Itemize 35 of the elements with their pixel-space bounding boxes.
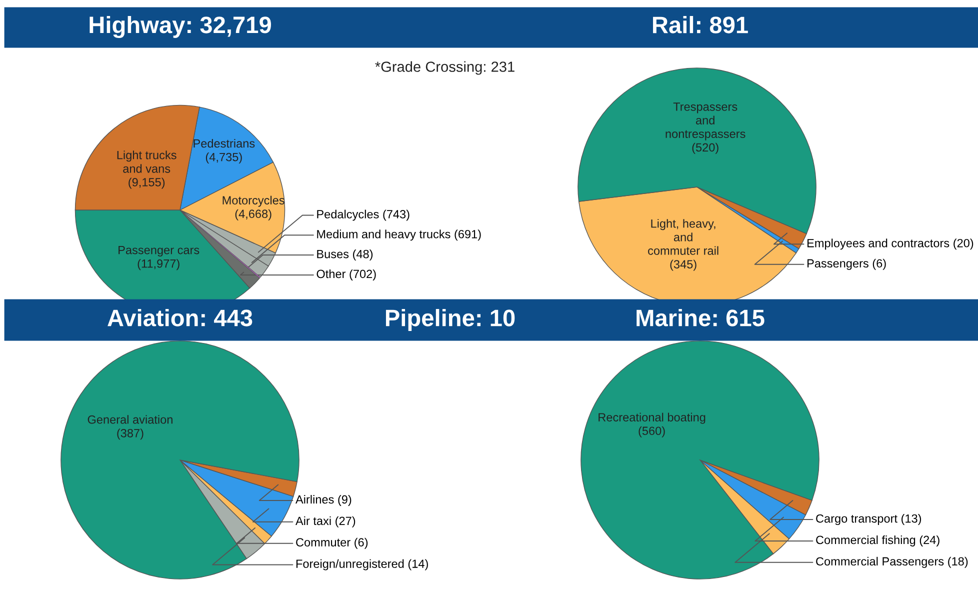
data-label: (345) [670,260,696,271]
data-label: (4,735) [206,152,242,164]
data-label: (9,155) [128,178,165,189]
chart-title: Aviation: 443 [108,308,252,326]
slice-label: Light trucks and vans [117,150,176,173]
data-label: (387) [117,428,144,440]
slice-label: Medium and heavy trucks (691) [317,230,481,241]
data-label: (4,668) [235,209,272,220]
slice-label: Cargo transport (13) [816,514,922,526]
slice-label: Passenger cars [118,246,200,257]
text: *Grade Crossing: 231 [375,61,514,75]
slice-label: Pedalcycles (743) [317,210,410,221]
chart-title: Highway: 32,719 [90,16,271,38]
data-label: (11,977) [138,259,180,270]
slice-label: Other (702) [316,269,376,280]
slice-label: Passengers (6) [807,258,886,270]
slice-label: Employees and contractors (20) [807,238,974,250]
data-label: (520) [692,142,718,154]
slice-label: Airlines (9) [296,494,352,506]
slice-label: Commuter (6) [296,538,368,549]
slice-label: Commercial fishing (24) [816,535,940,546]
chart-title: Rail: 891 [653,16,748,34]
slice-label: Recreational boating [598,412,706,424]
slice-label: Pedestrians [194,138,255,148]
slice-label: Foreign/unregistered (14) [296,559,428,570]
data-label: (560) [638,426,665,438]
slice-label: Commercial Passengers (18) [816,556,968,568]
slice-label: Air taxi (27) [296,516,356,528]
chart-title: Marine: 615 [636,308,764,326]
slice-label: Trespassers and nontrespassers [666,102,746,140]
text: Pipeline: 10 [386,308,515,332]
slice-label: Motorcycles [222,196,284,207]
slice-label: Light, heavy, and commuter rail [648,219,718,255]
slice-label: General aviation [88,415,172,424]
slice-label: Buses (48) [317,250,373,261]
